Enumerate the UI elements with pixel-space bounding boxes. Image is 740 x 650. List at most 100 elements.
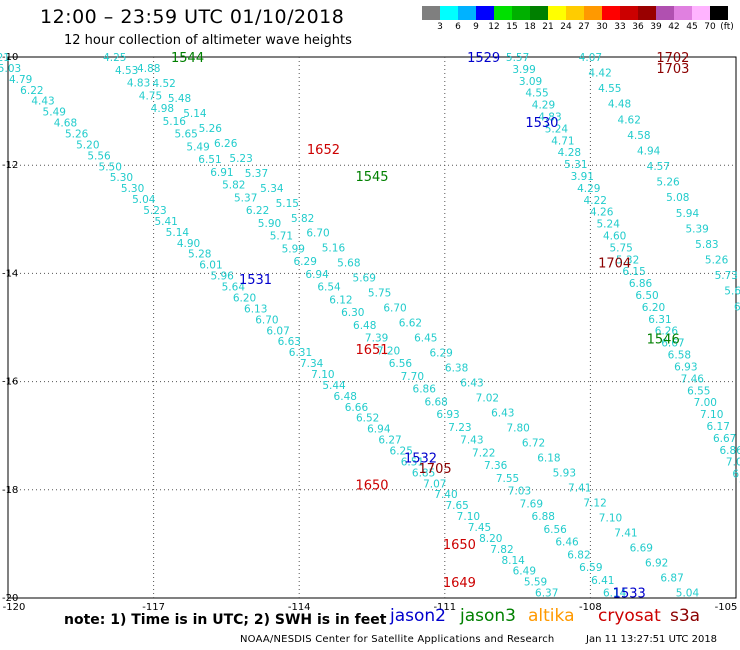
wave-height-value: 6.46: [555, 537, 579, 549]
wave-height-value: 6.13: [244, 303, 267, 315]
wave-height-value: 6.07: [266, 325, 289, 337]
satellite-legend-cryosat: cryosat: [598, 606, 661, 626]
wave-height-value: 4.53: [115, 65, 138, 77]
wave-height-value: 5.30: [121, 183, 144, 195]
wave-height-value: 5.08: [666, 192, 689, 204]
wave-height-value: 4.83: [538, 112, 561, 124]
wave-height-value: 5.73: [715, 270, 738, 282]
scale-tick-label: 21: [542, 22, 554, 32]
scale-swatch: [422, 6, 440, 20]
wave-height-value: 5.61: [724, 286, 740, 298]
wave-height-value: 6.30: [341, 307, 364, 319]
wave-height-value: 4.98: [151, 103, 174, 115]
wave-height-value: 4.29: [577, 183, 600, 195]
wave-height-value: 6.63: [278, 336, 301, 348]
wave-height-value: 5.30: [110, 172, 133, 184]
scale-swatch: [656, 6, 674, 20]
wave-height-value: 5.26: [199, 123, 223, 135]
wave-height-value: 6.43: [491, 408, 514, 420]
scale-swatch: [512, 6, 530, 20]
wave-height-value: 4.22: [584, 195, 607, 207]
map-frame: [7, 56, 737, 599]
wave-height-value: 4.88: [137, 63, 160, 75]
pass-number-label: 1649: [443, 576, 476, 591]
wave-height-value: 4.29: [532, 100, 555, 112]
wave-height-value: 5.16: [322, 243, 346, 255]
pass-number-label: 1533: [613, 587, 646, 602]
wave-height-value: 7.10: [311, 369, 334, 381]
wave-height-value: 4.62: [618, 114, 641, 126]
lon-tick-label: -111: [433, 602, 456, 613]
lon-tick-label: -105: [715, 602, 738, 613]
wave-height-value: 5.26: [65, 129, 89, 141]
wave-height-value: 5.69: [353, 273, 376, 285]
wave-height-value: 5.23: [143, 205, 166, 217]
wave-height-value: 7.65: [445, 500, 468, 512]
wave-height-value: 6.54: [317, 282, 341, 294]
scale-unit-label: (ft): [720, 22, 734, 32]
footer-note: note: 1) Time is in UTC; 2) SWH is in fe…: [64, 612, 387, 628]
scale-swatch: [548, 6, 566, 20]
wave-height-value: 5.64: [222, 282, 246, 294]
wave-height-value: 5.96: [210, 271, 234, 283]
wave-height-value: 5.24: [545, 123, 569, 135]
wave-height-value: 4.42: [588, 68, 611, 80]
wave-height-value: 5.49: [186, 141, 209, 153]
scale-swatch: [494, 6, 512, 20]
credit-text: NOAA/NESDIS Center for Satellite Applica…: [240, 634, 555, 645]
wave-height-value: 5.68: [337, 258, 360, 270]
wave-height-value: 7.09: [726, 457, 740, 469]
wave-height-value: 6.12: [329, 294, 352, 306]
lon-tick-label: -108: [579, 602, 602, 613]
wave-height-value: 6.89: [732, 469, 740, 481]
wave-height-value: 6.88: [532, 511, 555, 523]
wave-height-value: 7.34: [300, 358, 324, 370]
wave-height-value: 6.52: [356, 413, 379, 425]
scale-tick-label: 18: [524, 22, 536, 32]
wave-height-value: 6.67: [661, 338, 684, 350]
wave-height-value: 6.31: [289, 347, 312, 359]
wave-height-value: 6.55: [687, 385, 710, 397]
wave-height-value: 6.70: [255, 314, 278, 326]
wave-height-value: 6.01: [199, 260, 222, 272]
wave-height-value: 6.22: [246, 205, 269, 217]
scale-tick-label: 15: [506, 22, 518, 32]
wave-height-value: 7.41: [568, 483, 591, 495]
scale-tick-label: 12: [488, 22, 500, 32]
wave-height-value: 4.21: [0, 52, 10, 64]
pass-number-label: 1530: [525, 116, 558, 131]
wave-height-value: 6.59: [579, 562, 602, 574]
wave-height-value: 7.02: [476, 393, 499, 405]
wave-height-value: 5.03: [0, 63, 21, 75]
wave-height-value: 7.07: [423, 478, 446, 490]
wave-height-value: 7.10: [457, 511, 480, 523]
pass-number-label: 1532: [404, 451, 437, 466]
wave-height-value: 3.09: [519, 76, 542, 88]
pass-number-label: 1652: [307, 143, 340, 158]
wave-height-value: 6.45: [414, 333, 437, 345]
wave-height-value: 7.45: [468, 522, 491, 534]
lat-tick-label: -20: [2, 593, 18, 604]
wave-height-value: 6.26: [655, 326, 679, 338]
scale-swatch: [602, 6, 620, 20]
wave-height-value: 6.58: [668, 350, 691, 362]
scale-tick-label: 24: [560, 22, 572, 32]
wave-height-value: 6.37: [535, 588, 558, 600]
satellite-legend-altika: altika: [528, 606, 575, 626]
wave-height-value: 5.26: [656, 177, 680, 189]
wave-height-value: 6.93: [436, 409, 459, 421]
wave-height-value: 6.82: [567, 549, 590, 561]
satellite-legend-jason2: jason2: [390, 606, 446, 626]
wave-height-value: 7.40: [434, 489, 457, 501]
lon-tick-label: -117: [142, 602, 165, 613]
wave-height-value: 6.29: [429, 348, 452, 360]
wave-height-value: 5.28: [188, 249, 211, 261]
pass-number-label: 1705: [419, 462, 452, 477]
wave-height-value: 7.55: [496, 473, 519, 485]
wave-height-value: 5.56: [87, 150, 111, 162]
wave-height-value: 5.15: [276, 198, 299, 210]
wave-height-value: 5.23: [229, 153, 252, 165]
wave-height-value: 5.16: [163, 116, 187, 128]
wave-height-value: 5.37: [234, 192, 257, 204]
